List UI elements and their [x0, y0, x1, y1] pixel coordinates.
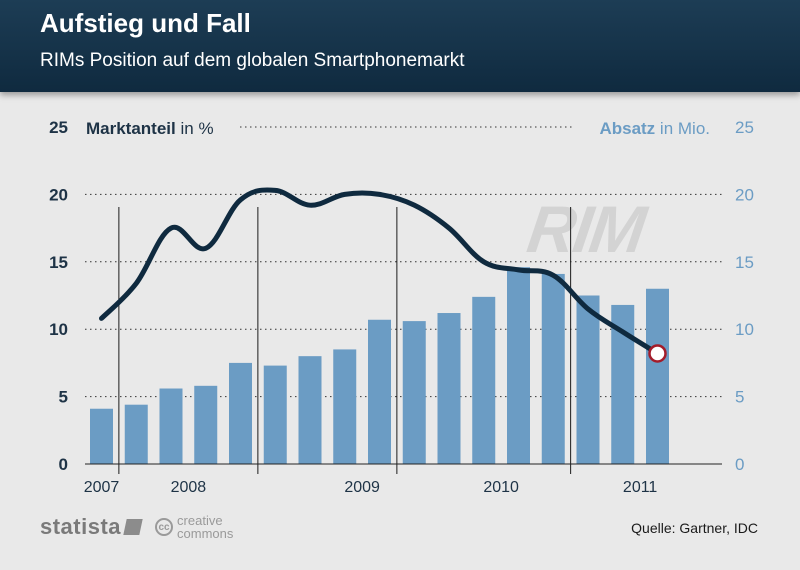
bar — [90, 408, 113, 464]
bar — [437, 313, 461, 464]
bar — [472, 296, 496, 464]
bar — [333, 349, 357, 464]
bar — [541, 273, 565, 464]
bar — [611, 304, 635, 464]
bar — [124, 404, 148, 464]
line-end-marker — [648, 344, 667, 363]
right-tick-label: 5 — [735, 388, 744, 407]
market-share-line — [99, 187, 660, 356]
cc-text-bottom: commons — [177, 526, 234, 541]
bar — [402, 321, 426, 464]
bar — [263, 365, 287, 464]
left-tick-label: 5 — [59, 388, 68, 407]
bar — [298, 356, 322, 464]
chart-subtitle: RIMs Position auf dem globalen Smartphon… — [40, 50, 465, 71]
creative-commons-logo: cc creative commons — [155, 514, 233, 540]
bar — [646, 288, 669, 464]
left-axis-title: Marktanteil in % — [86, 119, 214, 138]
right-axis-title-bold: Absatz — [599, 119, 659, 138]
chart-title: Aufstieg und Fall — [40, 8, 251, 38]
bar — [507, 267, 530, 464]
right-tick-label: 20 — [735, 185, 754, 204]
year-label: 2008 — [171, 479, 207, 496]
source-note: Quelle: Gartner, IDC — [631, 520, 758, 536]
right-tick-label: 0 — [735, 455, 744, 474]
bar — [194, 385, 218, 464]
statista-flag-icon — [123, 519, 143, 535]
right-tick-label: 15 — [735, 253, 754, 272]
left-tick-label: 10 — [49, 320, 68, 339]
left-tick-label: 0 — [59, 455, 68, 474]
year-label: 2007 — [84, 479, 120, 496]
left-tick-label: 20 — [49, 185, 68, 204]
bar — [576, 295, 600, 464]
right-axis-title: Absatz in Mio. — [599, 119, 710, 138]
left-axis-title-unit: in % — [180, 119, 213, 138]
year-label: 2009 — [344, 479, 380, 496]
year-label: 2010 — [483, 479, 519, 496]
left-axis-title-bold: Marktanteil — [86, 119, 180, 138]
left-tick-label: 15 — [49, 253, 68, 272]
statista-wordmark: statista — [40, 514, 122, 539]
cc-text-top: creative — [177, 513, 223, 528]
right-tick-label: 25 — [735, 118, 754, 137]
bar — [368, 319, 391, 464]
cc-icon: cc — [155, 518, 174, 536]
bar — [229, 362, 252, 464]
statista-logo: statista — [40, 514, 143, 540]
left-tick-label: 25 — [49, 118, 68, 137]
bar — [159, 388, 183, 464]
header-banner: Aufstieg und Fall RIMs Position auf dem … — [0, 0, 800, 92]
year-label: 2011 — [623, 479, 658, 496]
right-axis-title-unit: in Mio. — [660, 119, 710, 138]
right-tick-label: 10 — [735, 320, 754, 339]
rim-watermark: RIM — [523, 193, 652, 267]
footer-logos: statista cc creative commons — [40, 514, 233, 540]
